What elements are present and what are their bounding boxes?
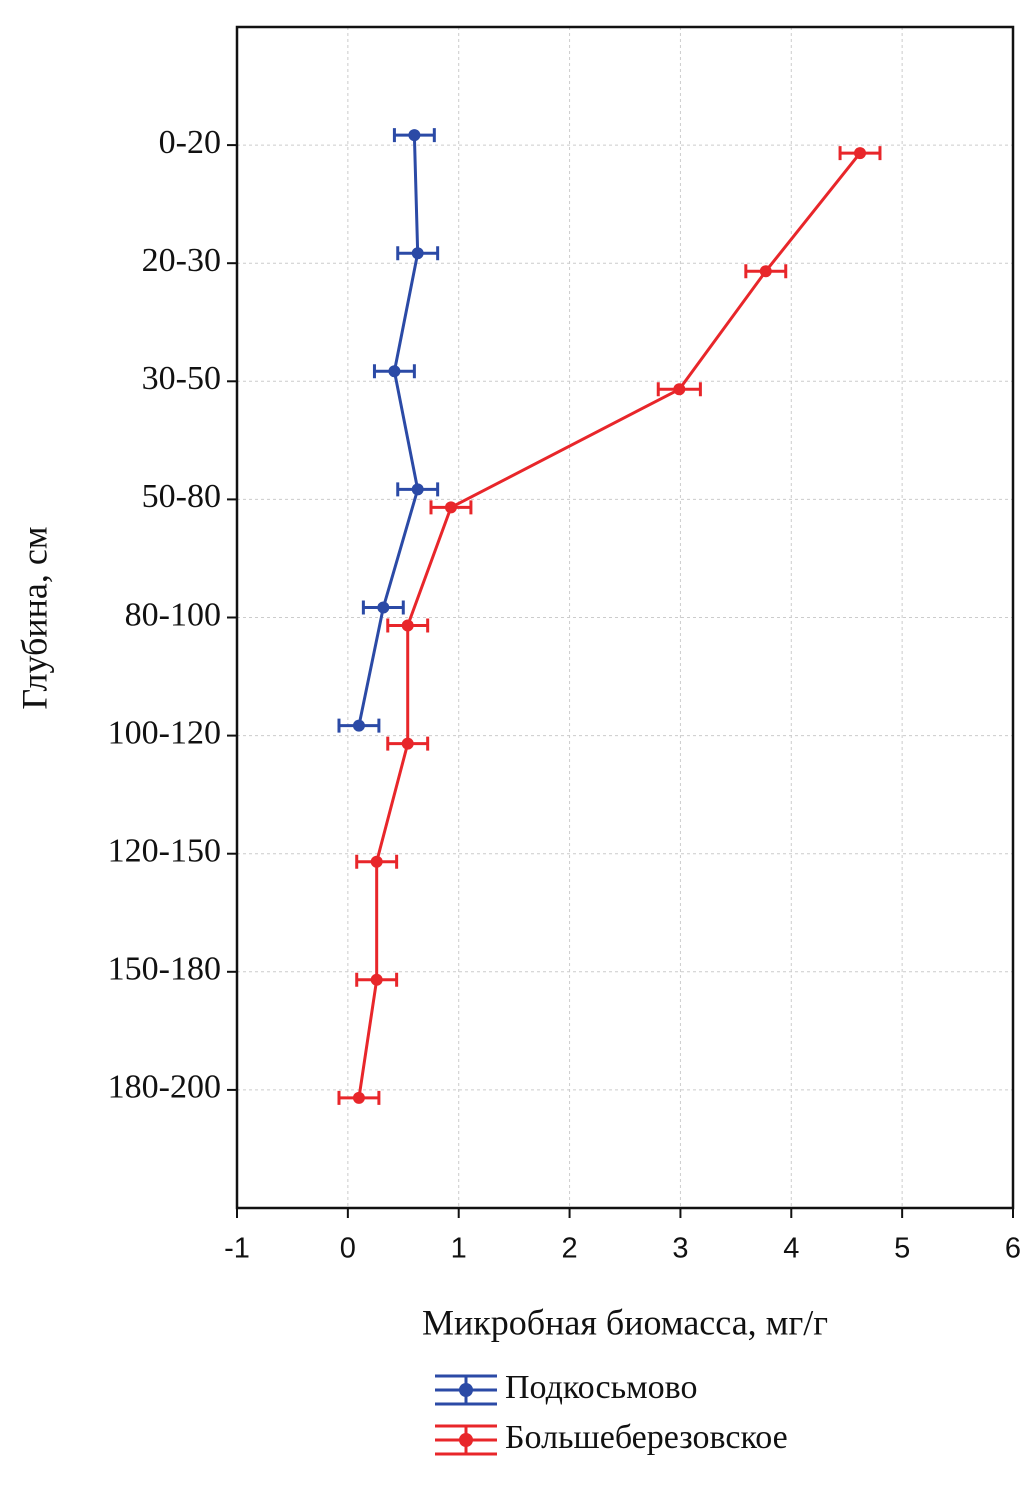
legend-marker: [459, 1383, 473, 1397]
data-point: [370, 973, 383, 986]
data-point: [673, 383, 686, 396]
x-tick-label: 3: [672, 1233, 688, 1265]
y-axis-label: Глубина, см: [14, 526, 54, 709]
y-tick-label: 180-200: [108, 1069, 221, 1106]
x-tick-label: 5: [894, 1233, 910, 1265]
x-tick-label: 0: [340, 1233, 356, 1265]
data-point: [854, 147, 867, 160]
y-tick-label: 0-20: [159, 124, 221, 161]
x-tick-label: 1: [451, 1233, 467, 1265]
data-point: [352, 1091, 365, 1104]
data-point: [408, 129, 421, 142]
data-point: [401, 619, 414, 632]
data-point: [411, 247, 424, 260]
x-tick-label: 2: [562, 1233, 578, 1265]
y-tick-label: 50-80: [142, 478, 221, 515]
series-line: [357, 135, 420, 726]
y-tick-label: 80-100: [125, 596, 221, 633]
y-tick-label: 30-50: [142, 360, 221, 397]
y-tick-label: 20-30: [142, 242, 221, 279]
data-point: [759, 265, 772, 278]
legend-label: Подкосьмово: [505, 1369, 697, 1406]
data-point: [401, 737, 414, 750]
legend-marker: [459, 1433, 473, 1447]
legend-label: Большеберезовское: [505, 1419, 788, 1456]
x-axis-label: Микробная биомасса, мг/г: [422, 1302, 828, 1342]
data-point: [411, 483, 424, 496]
data-point: [377, 601, 390, 614]
series-line: [357, 152, 862, 1099]
data-point: [370, 855, 383, 868]
x-tick-label: -1: [224, 1233, 250, 1265]
data-point: [352, 719, 365, 732]
y-tick-label: 120-150: [108, 832, 221, 869]
data-point: [388, 365, 401, 378]
data-point: [444, 501, 457, 514]
x-tick-label: 6: [1005, 1233, 1020, 1265]
y-tick-label: 150-180: [108, 951, 221, 988]
x-tick-label: 4: [783, 1233, 799, 1265]
y-tick-label: 100-120: [108, 714, 221, 751]
